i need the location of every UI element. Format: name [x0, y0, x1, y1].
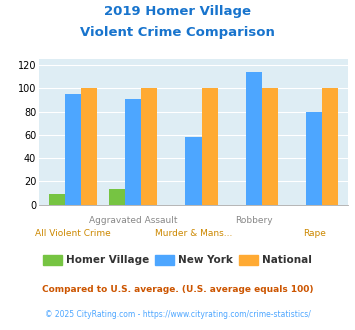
Text: All Violent Crime: All Violent Crime	[35, 229, 111, 238]
Text: Rape: Rape	[303, 229, 326, 238]
Bar	[125, 99, 141, 205]
Bar	[185, 137, 202, 205]
Bar	[81, 88, 97, 205]
Text: 2019 Homer Village: 2019 Homer Village	[104, 5, 251, 18]
Bar	[202, 88, 218, 205]
Bar	[322, 88, 338, 205]
Bar	[109, 189, 125, 205]
Text: Aggravated Assault: Aggravated Assault	[89, 216, 178, 225]
Bar	[49, 194, 65, 205]
Text: Compared to U.S. average. (U.S. average equals 100): Compared to U.S. average. (U.S. average …	[42, 285, 313, 294]
Text: © 2025 CityRating.com - https://www.cityrating.com/crime-statistics/: © 2025 CityRating.com - https://www.city…	[45, 310, 310, 319]
Bar	[141, 88, 157, 205]
Legend: Homer Village, New York, National: Homer Village, New York, National	[39, 251, 316, 270]
Bar	[306, 112, 322, 205]
Text: Murder & Mans...: Murder & Mans...	[155, 229, 232, 238]
Text: Robbery: Robbery	[235, 216, 273, 225]
Bar	[262, 88, 278, 205]
Bar	[246, 72, 262, 205]
Text: Violent Crime Comparison: Violent Crime Comparison	[80, 26, 275, 39]
Bar	[65, 94, 81, 205]
